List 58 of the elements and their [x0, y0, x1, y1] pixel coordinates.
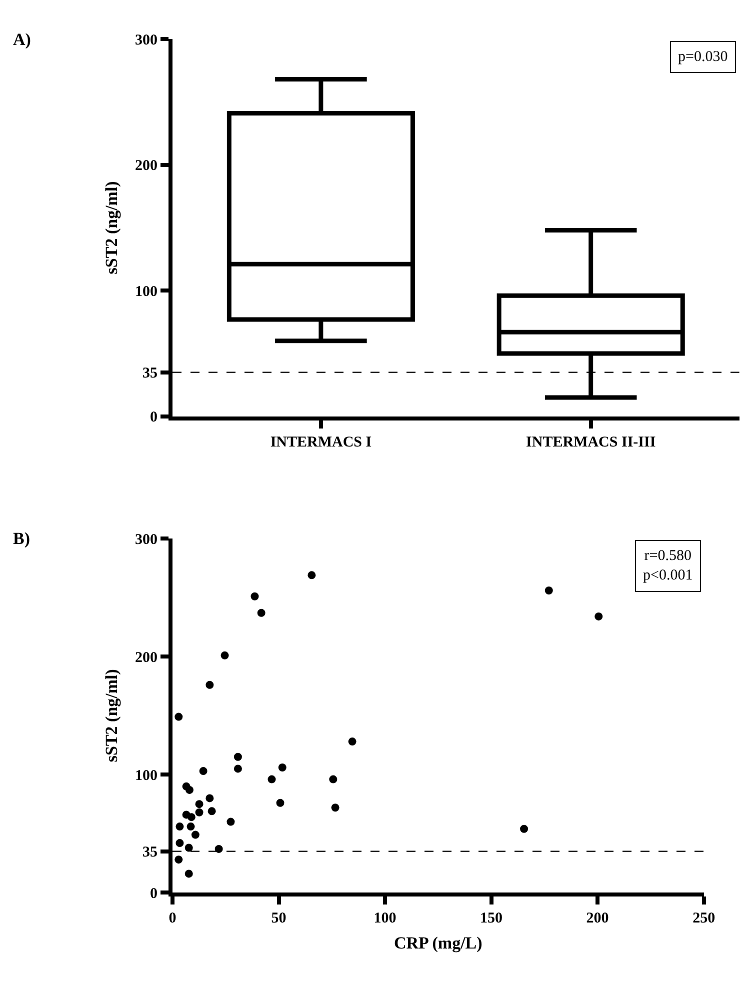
text: B) — [13, 529, 30, 548]
annotation: p=0.030 — [678, 49, 728, 65]
y-tick-label: 0 — [150, 886, 158, 902]
point — [174, 856, 183, 864]
annotation: r=0.580 p<0.001 — [643, 548, 693, 584]
point — [195, 808, 204, 816]
y-tick-label: 35 — [142, 366, 158, 382]
x-axis-title: CRP (mg/L) — [394, 934, 482, 953]
point — [257, 608, 266, 617]
point — [331, 804, 340, 812]
point — [214, 844, 223, 853]
x-tick-label: 100 — [374, 910, 396, 927]
point — [308, 571, 316, 580]
point — [206, 680, 214, 689]
point — [184, 844, 193, 852]
point — [220, 651, 229, 660]
y-tick-label: 0 — [150, 410, 158, 426]
point — [174, 712, 183, 721]
x-tick-label: INTERMACS II-III — [526, 434, 656, 450]
y-tick-label: 200 — [134, 158, 158, 174]
x-tick-label: 50 — [271, 910, 286, 927]
point — [348, 738, 356, 746]
y-tick-label: 300 — [134, 532, 158, 548]
point — [184, 870, 193, 878]
point — [226, 818, 235, 826]
point — [234, 764, 242, 773]
point — [594, 612, 603, 620]
point — [176, 822, 184, 831]
y-tick-label: 100 — [134, 284, 158, 300]
x-tick-label: 150 — [480, 910, 503, 927]
y-tick-label: 300 — [134, 32, 158, 48]
x-tick-label: 200 — [586, 910, 609, 927]
point — [329, 775, 338, 784]
point — [191, 830, 200, 839]
point — [234, 752, 242, 761]
point — [206, 794, 214, 802]
y-tick-label: 200 — [134, 650, 158, 666]
text: A) — [13, 30, 31, 49]
point — [187, 813, 196, 822]
point — [276, 798, 284, 807]
point — [250, 592, 259, 600]
y-tick-label: 100 — [134, 768, 158, 784]
point — [278, 764, 286, 772]
x-tick-label: 0 — [168, 910, 176, 927]
x-tick-label: 250 — [692, 910, 716, 927]
point — [195, 800, 204, 808]
y-tick-label: 35 — [142, 844, 158, 861]
point — [185, 786, 194, 794]
point — [176, 839, 184, 848]
point — [520, 824, 528, 833]
point — [544, 586, 553, 594]
y-axis-title: sST2 (ng/ml) — [102, 181, 122, 274]
point — [199, 767, 208, 776]
x-tick-label: INTERMACS I — [270, 434, 372, 450]
y-axis-title: sST2 (ng/ml) — [102, 669, 122, 762]
point — [208, 807, 216, 816]
point — [186, 822, 195, 831]
point — [268, 775, 276, 784]
